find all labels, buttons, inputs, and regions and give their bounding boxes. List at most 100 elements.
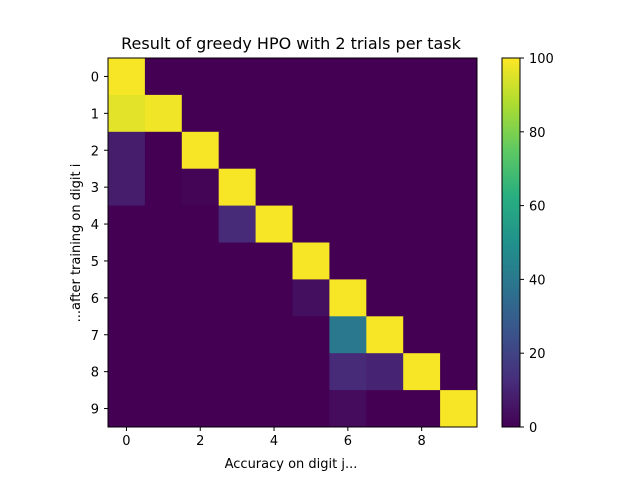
heatmap-cell xyxy=(403,316,441,354)
y-tick-label: 4 xyxy=(91,218,99,233)
heatmap-cell xyxy=(440,279,478,317)
y-tick-label: 9 xyxy=(91,403,99,418)
heatmap-cell xyxy=(181,353,220,391)
heatmap-cell xyxy=(403,242,441,280)
heatmap-cell xyxy=(366,279,404,317)
heatmap-cell xyxy=(329,279,367,317)
heatmap-cell xyxy=(403,279,441,317)
heatmap-cell xyxy=(255,131,293,170)
x-tick-label: 8 xyxy=(418,434,426,449)
heatmap-cell xyxy=(255,168,293,207)
heatmap-cell xyxy=(329,168,367,207)
heatmap-cell xyxy=(440,94,478,133)
heatmap-cell xyxy=(255,279,293,317)
heatmap-cell xyxy=(292,390,330,428)
heatmap-cell xyxy=(366,205,404,243)
heatmap-cell xyxy=(292,168,330,207)
heatmap-cell xyxy=(255,242,293,280)
heatmap-cell xyxy=(329,205,367,243)
heatmap-cell xyxy=(440,168,478,207)
heatmap-cell xyxy=(329,131,367,170)
colorbar-ticks: 0 20 40 60 80 100 xyxy=(520,52,554,436)
heatmap-cell xyxy=(366,58,404,96)
heatmap-cells xyxy=(108,58,478,428)
heatmap-cell xyxy=(292,205,330,243)
colorbar-tick-label: 60 xyxy=(529,200,546,215)
heatmap-cell xyxy=(218,205,257,243)
heatmap-cell xyxy=(403,58,441,96)
y-tick-label: 8 xyxy=(91,366,99,381)
heatmap-cell xyxy=(440,205,478,243)
heatmap-cell xyxy=(403,168,441,207)
heatmap-cell xyxy=(181,131,220,170)
x-tick-label: 4 xyxy=(270,434,278,449)
heatmap-cell xyxy=(218,390,257,428)
heatmap-cell xyxy=(144,205,183,243)
heatmap-cell xyxy=(144,58,183,96)
heatmap-cell xyxy=(218,242,257,280)
x-axis-label: Accuracy on digit j... xyxy=(225,457,358,472)
colorbar-tick-label: 100 xyxy=(529,52,554,67)
heatmap-cell xyxy=(329,353,367,391)
heatmap-cell xyxy=(181,58,220,96)
heatmap-cell xyxy=(292,242,330,280)
colorbar-tick-label: 80 xyxy=(529,126,546,141)
heatmap-cell xyxy=(108,205,146,243)
heatmap-cell xyxy=(108,390,146,428)
y-tick-label: 0 xyxy=(91,70,99,85)
heatmap-cell xyxy=(329,58,367,96)
heatmap-cell xyxy=(403,353,441,391)
heatmap-cell xyxy=(144,94,183,133)
heatmap-cell xyxy=(440,242,478,280)
x-tick-label: 0 xyxy=(122,434,130,449)
heatmap-cell xyxy=(440,390,478,428)
y-axis-ticks: 0 1 2 3 4 5 6 7 8 9 xyxy=(91,70,108,418)
y-axis-label: ...after training on digit i xyxy=(69,164,84,323)
heatmap-cell xyxy=(108,94,146,133)
heatmap-cell xyxy=(108,279,146,317)
heatmap-cell xyxy=(108,131,146,170)
chart-title: Result of greedy HPO with 2 trials per t… xyxy=(121,34,462,53)
heatmap-cell xyxy=(108,242,146,280)
heatmap-cell xyxy=(218,168,257,207)
heatmap-cell xyxy=(108,353,146,391)
colorbar-tick-label: 40 xyxy=(529,273,546,288)
heatmap-cell xyxy=(255,316,293,354)
heatmap-cell xyxy=(440,58,478,96)
heatmap-cell xyxy=(366,390,404,428)
heatmap-cell xyxy=(108,316,146,354)
heatmap-cell xyxy=(366,131,404,170)
heatmap-cell xyxy=(181,242,220,280)
colorbar-tick-label: 20 xyxy=(529,347,546,362)
heatmap-cell xyxy=(144,279,183,317)
y-tick-label: 5 xyxy=(91,255,99,270)
heatmap-cell xyxy=(292,316,330,354)
y-tick-label: 1 xyxy=(91,107,99,122)
colorbar-tick-label: 0 xyxy=(529,421,537,436)
heatmap-cell xyxy=(218,353,257,391)
y-tick-label: 6 xyxy=(91,292,99,307)
heatmap-cell xyxy=(181,390,220,428)
heatmap-cell xyxy=(329,390,367,428)
x-axis-ticks: 0 2 4 6 8 xyxy=(122,427,426,449)
y-tick-label: 2 xyxy=(91,144,99,159)
heatmap-cell xyxy=(181,168,220,207)
heatmap-cell xyxy=(144,353,183,391)
heatmap-cell xyxy=(144,131,183,170)
heatmap-cell xyxy=(218,94,257,133)
heatmap-cell xyxy=(218,316,257,354)
heatmap-cell xyxy=(292,58,330,96)
heatmap-cell xyxy=(255,58,293,96)
heatmap-cell xyxy=(255,353,293,391)
heatmap-cell xyxy=(403,94,441,133)
heatmap-cell xyxy=(218,58,257,96)
heatmap-cell xyxy=(108,168,146,207)
x-tick-label: 2 xyxy=(196,434,204,449)
heatmap-cell xyxy=(366,94,404,133)
colorbar xyxy=(501,57,521,428)
heatmap-cell xyxy=(366,353,404,391)
heatmap-cell xyxy=(440,316,478,354)
heatmap-cell xyxy=(144,316,183,354)
heatmap-cell xyxy=(218,131,257,170)
